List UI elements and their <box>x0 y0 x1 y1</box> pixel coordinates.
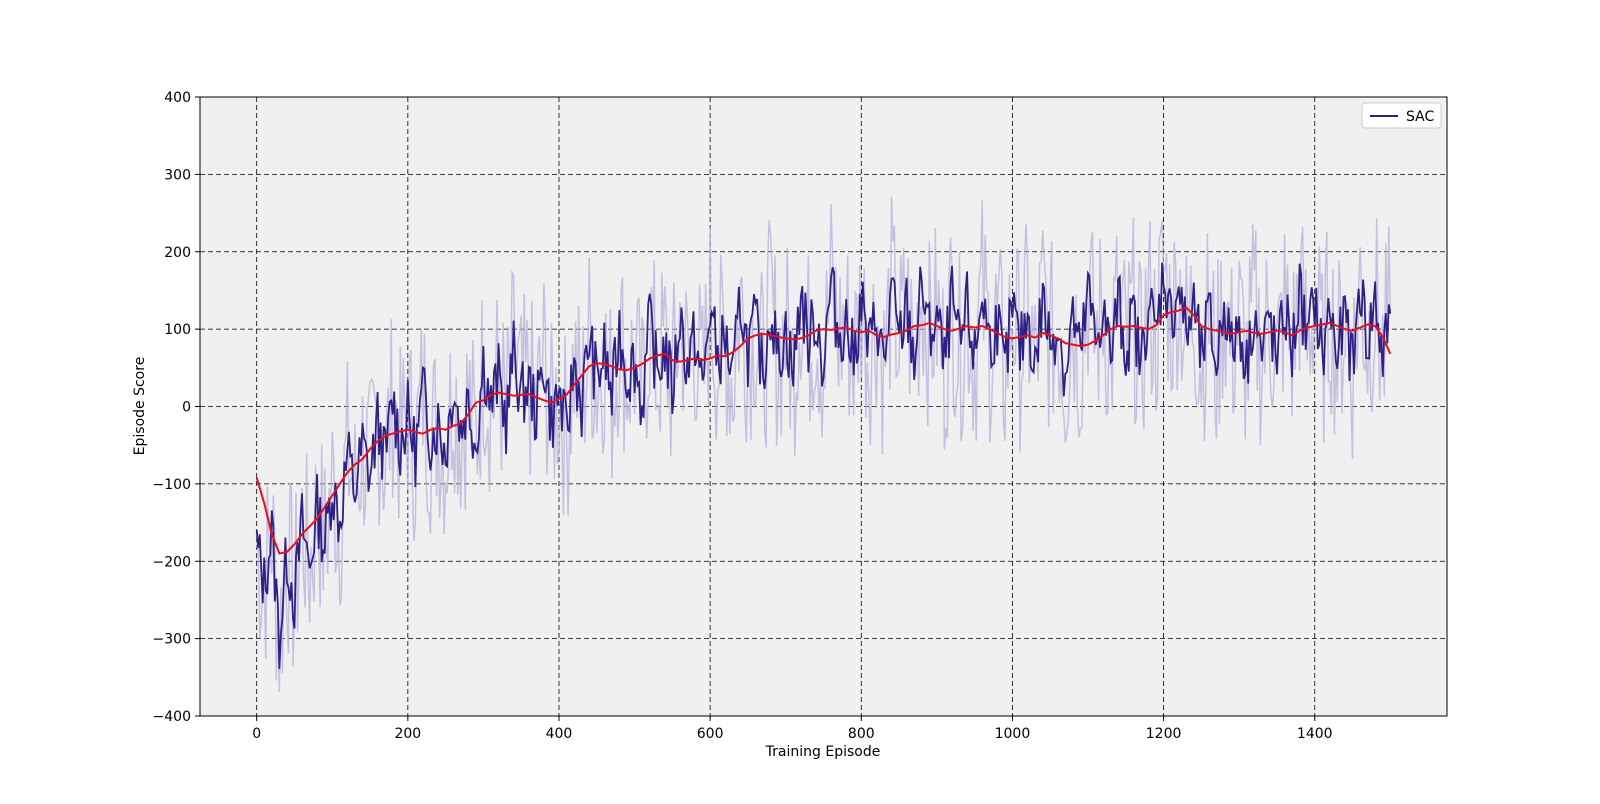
x-tick-label: 1200 <box>1146 726 1182 742</box>
gridlines <box>200 97 1447 716</box>
y-axis-label: Episode Score <box>132 357 148 456</box>
legend-label-sac: SAC <box>1406 109 1434 125</box>
x-tick-label: 800 <box>848 726 875 742</box>
y-axis-ticks: −400 −300 −200 −100 0 100 200 300 400 <box>153 90 200 725</box>
x-tick-label: 1000 <box>995 726 1031 742</box>
y-tick-label: 400 <box>164 90 191 106</box>
y-tick-label: −300 <box>153 632 191 648</box>
x-tick-label: 400 <box>546 726 573 742</box>
x-tick-label: 600 <box>697 726 724 742</box>
moving-average-line <box>255 306 1392 555</box>
x-axis-label: Training Episode <box>765 744 881 760</box>
x-tick-label: 0 <box>252 726 261 742</box>
y-tick-label: 0 <box>182 400 191 416</box>
x-tick-label: 200 <box>394 726 421 742</box>
raw-score-series <box>255 196 1392 692</box>
y-tick-label: −100 <box>153 477 191 493</box>
legend-box <box>1361 102 1442 129</box>
y-tick-label: 100 <box>164 322 191 338</box>
x-axis-ticks: 0 200 400 600 800 1000 1200 1400 <box>252 716 1333 742</box>
x-tick-label: 1400 <box>1297 726 1333 742</box>
y-tick-label: −400 <box>153 709 191 725</box>
moving-average-series <box>255 306 1392 555</box>
legend: SAC <box>1361 102 1442 129</box>
raw-score-line <box>255 196 1392 692</box>
y-tick-label: 300 <box>164 167 191 183</box>
y-tick-label: 200 <box>164 245 191 261</box>
y-tick-label: −200 <box>153 554 191 570</box>
